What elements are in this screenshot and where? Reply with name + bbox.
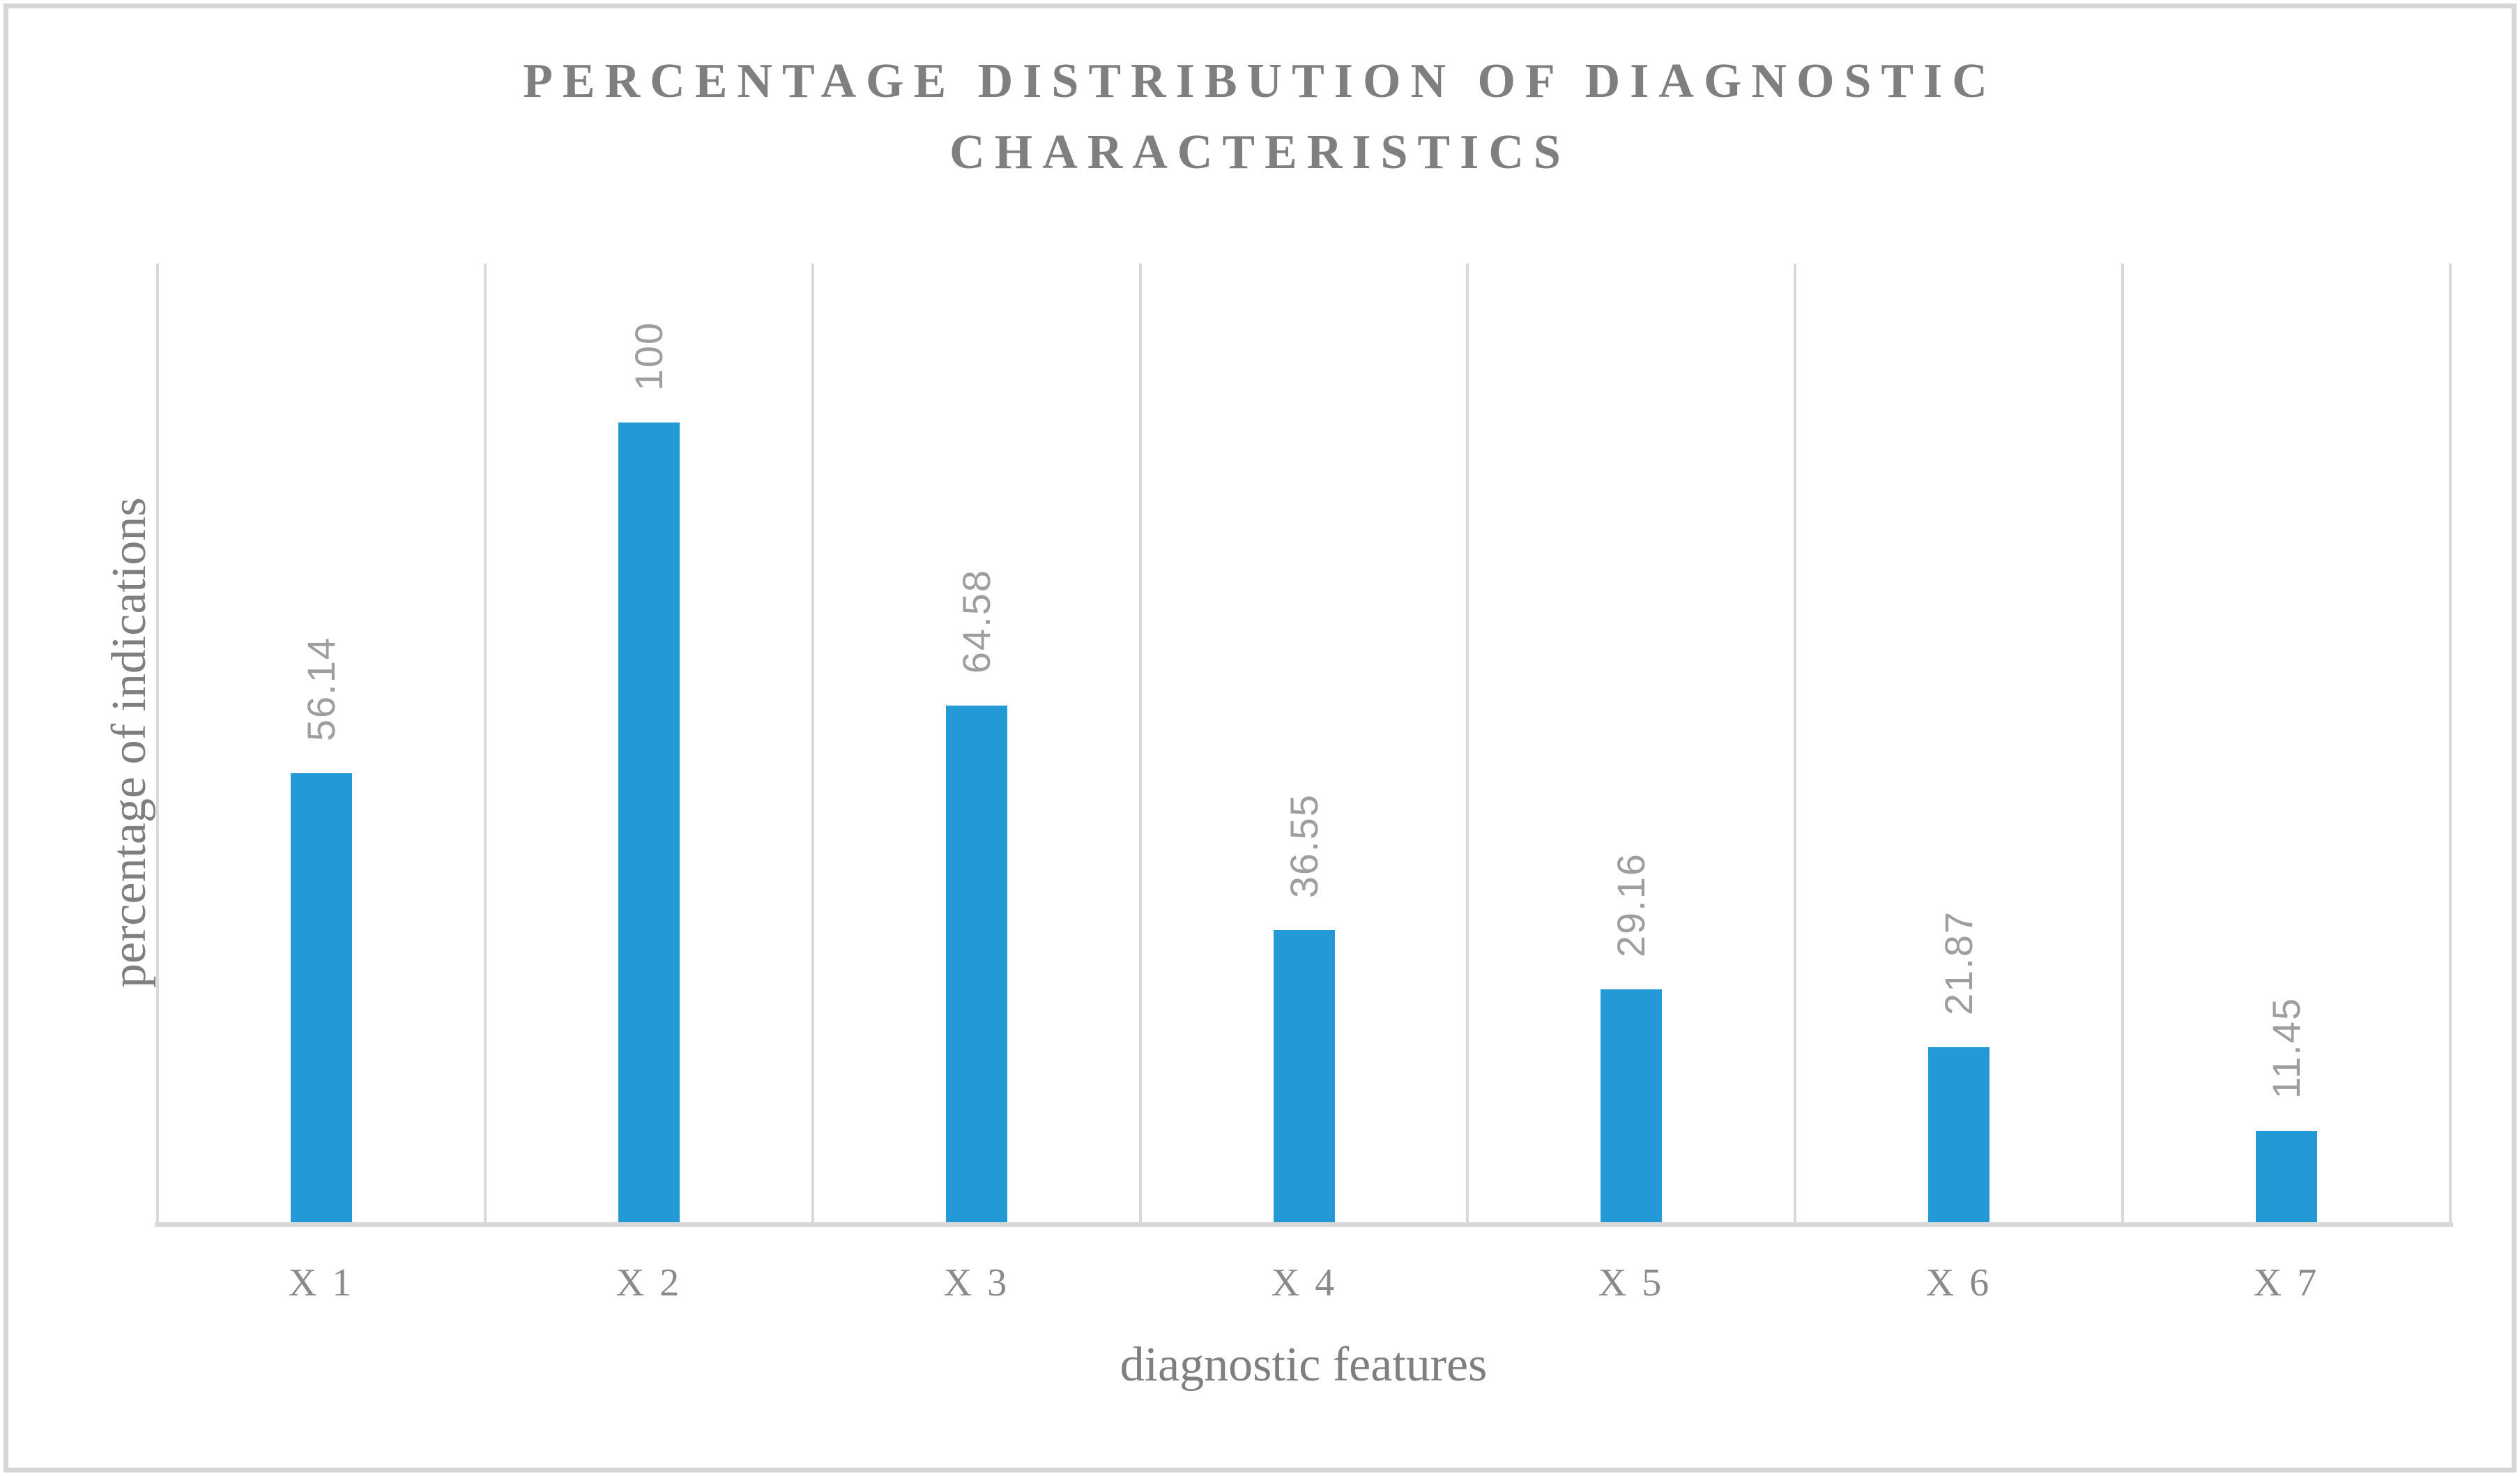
category-label: X 6 [1925, 1261, 1992, 1304]
bar [1928, 1047, 1990, 1222]
bar [618, 423, 680, 1222]
gridline [811, 264, 814, 1222]
data-label: 64.58 [954, 568, 998, 674]
gridline [2449, 264, 2452, 1222]
gridline [1466, 264, 1469, 1222]
gridline [1138, 264, 1142, 1222]
gridline [1794, 264, 1797, 1222]
bar [291, 773, 352, 1222]
chart-title-line2: CHARACTERISTICS [949, 125, 1571, 179]
gridline [156, 264, 159, 1222]
chart-title: PERCENTAGE DISTRIBUTION OF DIAGNOSTIC CH… [0, 46, 2520, 188]
x-axis-line [155, 1222, 2453, 1227]
bar [946, 706, 1007, 1222]
category-label: X 1 [288, 1261, 355, 1304]
y-axis-title: percentage of indications [102, 497, 156, 989]
data-label: 56.14 [299, 636, 343, 741]
data-label: 11.45 [2264, 997, 2308, 1099]
bar [1601, 989, 1662, 1222]
gridline [483, 264, 487, 1222]
data-label: 21.87 [1937, 910, 1980, 1015]
gridline [2121, 264, 2125, 1222]
data-label: 29.16 [1609, 852, 1653, 957]
category-label: X 4 [1271, 1261, 1338, 1304]
chart-title-line1: PERCENTAGE DISTRIBUTION OF DIAGNOSTIC [523, 54, 1997, 108]
category-label: X 5 [1598, 1261, 1665, 1304]
category-label: X 2 [616, 1261, 682, 1304]
bar [1274, 930, 1335, 1222]
category-label: X 7 [2253, 1261, 2320, 1304]
category-label: X 3 [943, 1261, 1010, 1304]
bar [2256, 1131, 2317, 1222]
data-label: 36.55 [1282, 793, 1326, 898]
data-label: 100 [627, 321, 671, 390]
x-axis-title: diagnostic features [1120, 1338, 1488, 1392]
